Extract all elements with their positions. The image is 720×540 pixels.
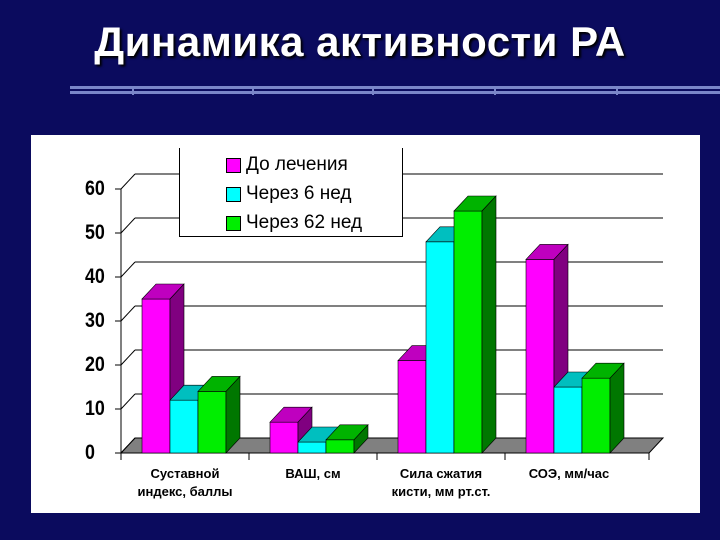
bar-side [481,195,497,454]
y-tick-label: 20 [85,353,105,376]
legend-swatch-after-62-weeks [226,215,241,231]
y-tick-label: 60 [85,177,105,200]
y-tick-diagonal [120,305,136,322]
x-category-label: ВАШ, см [285,466,341,481]
bar-side [225,375,241,454]
legend-item-before-treatment: До лечения [226,154,348,176]
y-tick-diagonal [120,173,136,190]
y-tick-diagonal [120,349,136,366]
x-category-label: Суставной индекс, баллы [137,466,233,499]
y-tick-label: 40 [85,265,105,288]
legend-item-after-6-weeks: Через 6 нед [226,183,352,205]
legend-swatch-before-treatment [226,157,241,173]
legend-label: Через 62 нед [246,212,363,233]
y-tick-label: 10 [85,397,105,420]
bar-front [553,386,583,454]
legend-label: До лечения [246,154,348,175]
slide-title: Динамика активности РА [94,18,626,65]
chart-panel: До лечения Через 6 нед Через 62 нед 0 10… [31,135,700,513]
y-tick-label: 50 [85,221,105,244]
bar-front [425,241,455,454]
bar-side [609,362,625,454]
bar-front [269,421,299,454]
legend-label: Через 6 нед [246,183,352,204]
bar-front [581,377,611,454]
y-tick-label: 0 [85,441,95,464]
bar-front [297,441,327,454]
bar-front [141,298,171,454]
y-tick-label: 30 [85,309,105,332]
x-category-label: СОЭ, мм/час [528,466,610,481]
bar-front [453,210,483,454]
bar-front [197,391,227,454]
legend-item-after-62-weeks: Через 62 нед [226,212,362,234]
bar-front [525,259,555,454]
bar-front [397,360,427,454]
title-divider [70,86,720,95]
y-tick-diagonal [120,393,136,410]
chart-legend: До лечения Через 6 нед Через 62 нед [179,148,403,237]
bar-front [169,399,199,454]
legend-swatch-after-6-weeks [226,186,241,202]
y-tick-diagonal [120,261,136,278]
bar-chart [115,173,665,460]
y-tick-diagonal [120,217,136,234]
y-tick-diagonal [120,437,136,454]
bar-front [325,439,355,454]
bar-side [353,424,369,454]
x-category-label: Сила сжатия кисти, мм рт.ст. [391,466,491,499]
